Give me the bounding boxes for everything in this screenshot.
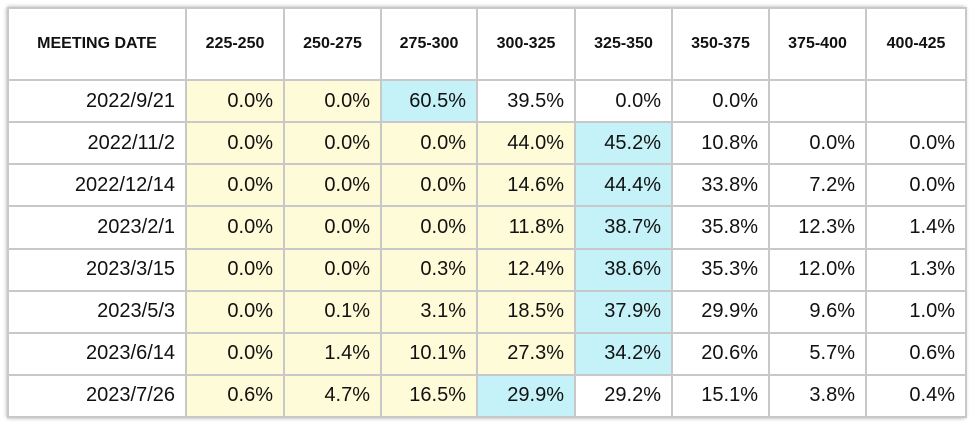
probability-cell: 20.6% xyxy=(671,331,770,376)
meeting-date-cell: 2022/11/2 xyxy=(7,121,187,166)
column-header-250-275: 250-275 xyxy=(283,7,382,81)
probability-table: MEETING DATE 225-250 250-275 275-300 300-325… xyxy=(7,7,967,419)
probability-cell: 5.7% xyxy=(768,331,867,376)
meeting-date-cell: 2023/3/15 xyxy=(7,247,187,292)
probability-cell: 35.3% xyxy=(671,247,770,292)
probability-cell: 0.3% xyxy=(380,247,478,292)
probability-cell: 0.0% xyxy=(283,121,382,166)
column-header-275-300: 275-300 xyxy=(380,7,478,81)
column-header-meeting-date: MEETING DATE xyxy=(7,7,187,81)
probability-cell: 0.0% xyxy=(865,163,967,208)
probability-cell: 0.0% xyxy=(283,163,382,208)
probability-cell: 9.6% xyxy=(768,289,867,334)
probability-cell: 0.0% xyxy=(283,78,382,124)
probability-cell: 12.3% xyxy=(768,205,867,250)
table-row: 2022/9/21 0.0% 0.0% 60.5% 39.5% 0.0% 0.0% xyxy=(7,78,967,124)
probability-cell: 0.0% xyxy=(185,121,285,166)
probability-cell: 1.4% xyxy=(865,205,967,250)
table-row: 2022/12/14 0.0% 0.0% 0.0% 14.6% 44.4% 33.8% 7.2… xyxy=(7,163,967,208)
column-header-325-350: 325-350 xyxy=(574,7,673,81)
probability-cell: 11.8% xyxy=(476,205,576,250)
probability-cell: 0.0% xyxy=(865,121,967,166)
probability-cell: 1.4% xyxy=(283,331,382,376)
probability-cell: 10.8% xyxy=(671,121,770,166)
probability-cell: 10.1% xyxy=(380,331,478,376)
probability-cell: 12.0% xyxy=(768,247,867,292)
probability-cell: 35.8% xyxy=(671,205,770,250)
column-header-400-425: 400-425 xyxy=(865,7,967,81)
column-header-375-400: 375-400 xyxy=(768,7,867,81)
column-header-225-250: 225-250 xyxy=(185,7,285,81)
probability-cell: 37.9% xyxy=(574,289,673,334)
probability-cell: 27.3% xyxy=(476,331,576,376)
probability-cell: 39.5% xyxy=(476,78,576,124)
probability-cell: 0.0% xyxy=(283,205,382,250)
column-header-350-375: 350-375 xyxy=(671,7,770,81)
probability-cell: 0.0% xyxy=(671,78,770,124)
probability-cell: 3.1% xyxy=(380,289,478,334)
probability-cell: 16.5% xyxy=(380,373,478,419)
probability-cell: 0.4% xyxy=(865,373,967,419)
table-body: 2022/9/21 0.0% 0.0% 60.5% 39.5% 0.0% 0.0% 2022/… xyxy=(7,78,967,419)
probability-cell: 0.0% xyxy=(185,205,285,250)
probability-cell: 0.0% xyxy=(380,121,478,166)
header-row: MEETING DATE 225-250 250-275 275-300 300-325… xyxy=(7,7,967,81)
meeting-date-cell: 2023/6/14 xyxy=(7,331,187,376)
table-row: 2023/5/3 0.0% 0.1% 3.1% 18.5% 37.9% 29.9% 9.6% 1… xyxy=(7,289,967,334)
table-row: 2023/3/15 0.0% 0.0% 0.3% 12.4% 38.6% 35.3% 12.0… xyxy=(7,247,967,292)
probability-cell: 0.0% xyxy=(185,163,285,208)
probability-cell: 33.8% xyxy=(671,163,770,208)
probability-cell: 38.7% xyxy=(574,205,673,250)
probability-cell: 29.9% xyxy=(671,289,770,334)
probability-cell: 12.4% xyxy=(476,247,576,292)
meeting-date-cell: 2023/7/26 xyxy=(7,373,187,419)
probability-cell: 0.0% xyxy=(283,247,382,292)
table-row: 2023/6/14 0.0% 1.4% 10.1% 27.3% 34.2% 20.6% 5.7… xyxy=(7,331,967,376)
table-row: 2023/2/1 0.0% 0.0% 0.0% 11.8% 38.7% 35.8% 12.3%… xyxy=(7,205,967,250)
probability-cell: 29.2% xyxy=(574,373,673,419)
probability-cell: 0.0% xyxy=(380,163,478,208)
probability-cell: 0.0% xyxy=(185,247,285,292)
meeting-date-cell: 2023/2/1 xyxy=(7,205,187,250)
meeting-date-cell: 2022/12/14 xyxy=(7,163,187,208)
probability-cell: 0.0% xyxy=(185,289,285,334)
probability-cell: 45.2% xyxy=(574,121,673,166)
table-row: 2023/7/26 0.6% 4.7% 16.5% 29.9% 29.2% 15.1% 3.8… xyxy=(7,373,967,419)
probability-cell: 7.2% xyxy=(768,163,867,208)
probability-table-container: MEETING DATE 225-250 250-275 275-300 300-325… xyxy=(7,7,967,419)
probability-cell: 0.0% xyxy=(768,121,867,166)
probability-cell: 3.8% xyxy=(768,373,867,419)
probability-cell: 0.0% xyxy=(380,205,478,250)
probability-cell xyxy=(768,78,867,124)
meeting-date-cell: 2023/5/3 xyxy=(7,289,187,334)
probability-cell: 1.0% xyxy=(865,289,967,334)
probability-cell: 0.0% xyxy=(574,78,673,124)
probability-cell: 34.2% xyxy=(574,331,673,376)
probability-cell: 38.6% xyxy=(574,247,673,292)
probability-cell: 0.6% xyxy=(865,331,967,376)
probability-cell: 44.0% xyxy=(476,121,576,166)
probability-cell: 4.7% xyxy=(283,373,382,419)
probability-cell: 14.6% xyxy=(476,163,576,208)
probability-cell: 18.5% xyxy=(476,289,576,334)
probability-cell: 0.1% xyxy=(283,289,382,334)
probability-cell: 0.0% xyxy=(185,78,285,124)
probability-cell: 44.4% xyxy=(574,163,673,208)
probability-cell: 29.9% xyxy=(476,373,576,419)
probability-cell: 0.6% xyxy=(185,373,285,419)
probability-cell: 1.3% xyxy=(865,247,967,292)
probability-cell: 15.1% xyxy=(671,373,770,419)
probability-cell: 60.5% xyxy=(380,78,478,124)
probability-cell xyxy=(865,78,967,124)
table-row: 2022/11/2 0.0% 0.0% 0.0% 44.0% 45.2% 10.8% 0.0%… xyxy=(7,121,967,166)
probability-cell: 0.0% xyxy=(185,331,285,376)
column-header-300-325: 300-325 xyxy=(476,7,576,81)
meeting-date-cell: 2022/9/21 xyxy=(7,78,187,124)
